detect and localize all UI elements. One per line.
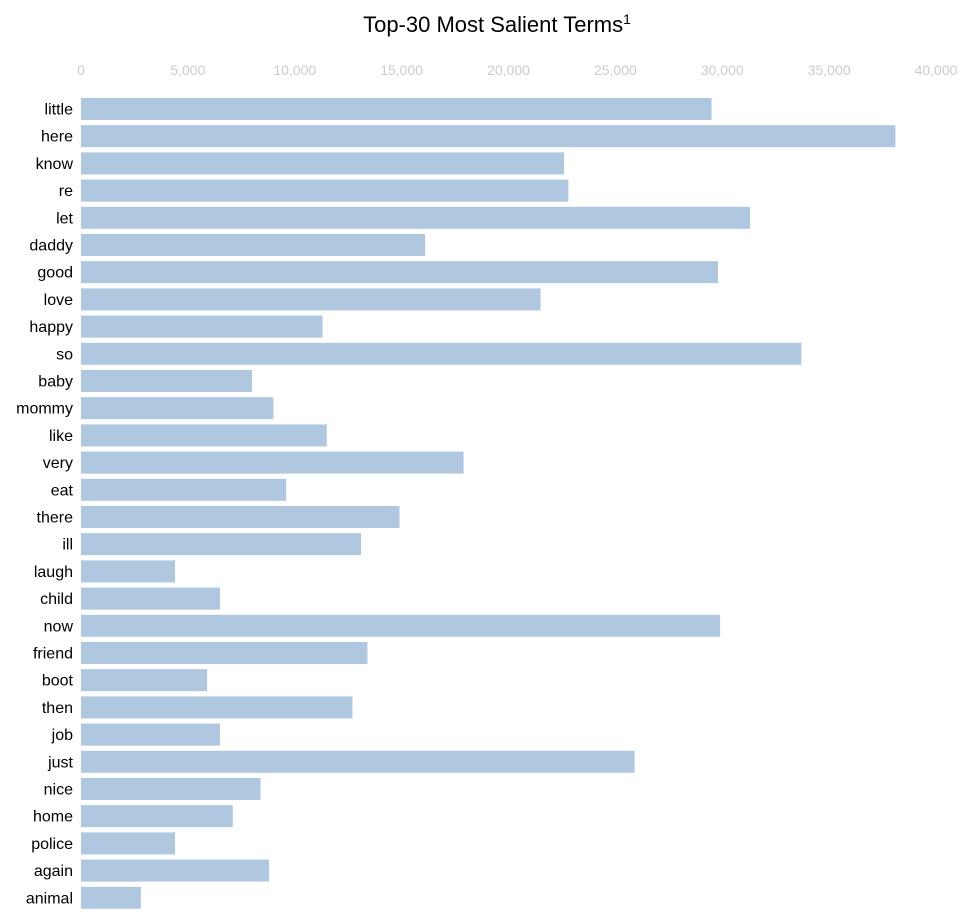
- category-label-job: job: [51, 727, 73, 744]
- bar-there: [81, 506, 400, 528]
- category-label-good: good: [37, 265, 73, 282]
- bar-baby: [81, 370, 252, 392]
- category-label-love: love: [44, 292, 73, 309]
- bar-mommy: [81, 397, 274, 420]
- bar-let: [81, 206, 751, 229]
- category-label-like: like: [49, 428, 73, 445]
- bar-job: [81, 723, 220, 746]
- category-label-very: very: [43, 455, 73, 472]
- category-label-baby: baby: [38, 374, 73, 391]
- category-label-laugh: laugh: [34, 564, 73, 581]
- category-label-daddy: daddy: [29, 238, 73, 255]
- category-label-then: then: [42, 700, 73, 717]
- category-label-nice: nice: [44, 782, 73, 799]
- x-tick-label: 15,000: [380, 62, 423, 78]
- category-label-re: re: [59, 183, 73, 200]
- category-label-police: police: [31, 836, 73, 853]
- category-label-so: so: [56, 346, 73, 363]
- bar-eat: [81, 478, 287, 501]
- bar-little: [81, 98, 712, 120]
- category-label-child: child: [40, 591, 73, 608]
- bar-nice: [81, 778, 261, 800]
- category-label-here: here: [41, 129, 73, 146]
- bar-happy: [81, 315, 323, 338]
- x-tick-label: 0: [77, 62, 85, 78]
- bar-just: [81, 750, 635, 773]
- bar-now: [81, 614, 721, 637]
- bar-like: [81, 424, 327, 447]
- category-label-know: know: [36, 156, 74, 173]
- bar-again: [81, 859, 270, 882]
- category-label-ill: ill: [62, 537, 73, 554]
- bar-boot: [81, 669, 208, 692]
- bar-know: [81, 152, 565, 175]
- bar-police: [81, 832, 176, 855]
- category-label-again: again: [34, 863, 73, 880]
- category-label-home: home: [33, 809, 73, 826]
- title-superscript: 1: [623, 11, 631, 27]
- chart-title: Top-30 Most Salient Terms1: [363, 11, 631, 37]
- bar-laugh: [81, 560, 176, 583]
- category-label-eat: eat: [51, 482, 74, 499]
- x-tick-label: 5,000: [170, 62, 205, 78]
- category-label-little: little: [45, 102, 74, 119]
- x-tick-label: 10,000: [273, 62, 316, 78]
- x-tick-label: 20,000: [487, 62, 530, 78]
- bar-ill: [81, 533, 362, 556]
- bars: [81, 98, 896, 909]
- x-axis-ticks: 0 5,000 10,000 15,000 20,000 25,000 30,000 35,0…: [77, 62, 958, 78]
- category-label-happy: happy: [29, 319, 73, 336]
- category-label-animal: animal: [26, 890, 73, 907]
- x-tick-label: 35,000: [808, 62, 851, 78]
- bar-here: [81, 125, 896, 148]
- bar-so: [81, 342, 802, 365]
- category-label-let: let: [56, 210, 73, 227]
- x-tick-label: 25,000: [594, 62, 637, 78]
- bar-re: [81, 179, 569, 202]
- category-label-there: there: [37, 510, 74, 527]
- category-label-boot: boot: [42, 673, 74, 690]
- x-tick-label: 40,000: [915, 62, 958, 78]
- bar-child: [81, 587, 220, 610]
- bar-then: [81, 696, 353, 719]
- category-label-friend: friend: [33, 646, 73, 663]
- bar-animal: [81, 886, 141, 909]
- category-labels: little here know re let daddy good love happy so b…: [16, 102, 73, 908]
- bar-daddy: [81, 234, 426, 256]
- category-label-mommy: mommy: [16, 401, 73, 418]
- x-tick-label: 30,000: [701, 62, 744, 78]
- bar-love: [81, 288, 541, 311]
- category-label-now: now: [44, 618, 74, 635]
- bar-home: [81, 805, 233, 828]
- category-label-just: just: [47, 754, 73, 771]
- bar-very: [81, 451, 464, 474]
- bar-friend: [81, 642, 368, 664]
- bar-good: [81, 261, 718, 284]
